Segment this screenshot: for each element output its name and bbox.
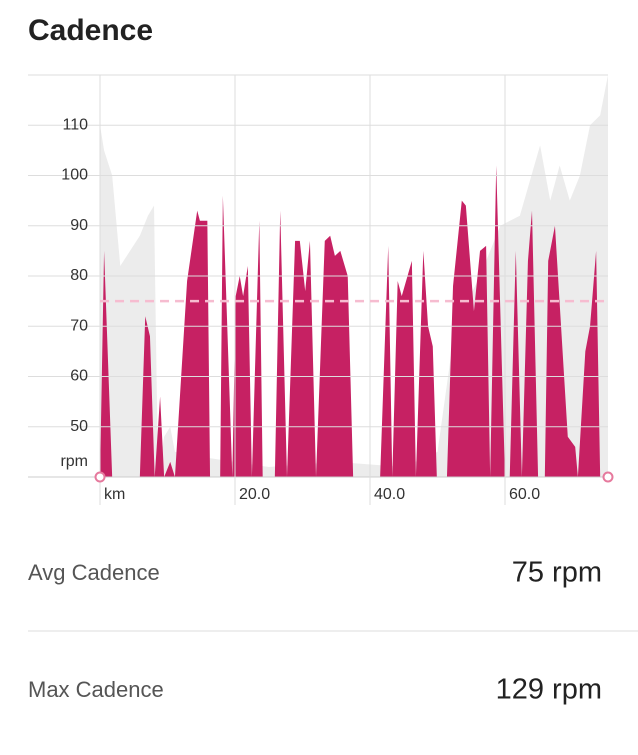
y-unit: rpm bbox=[60, 453, 88, 470]
stat-value: 75 rpm bbox=[512, 557, 602, 589]
y-tick-label: 70 bbox=[70, 317, 88, 334]
y-tick-label: 60 bbox=[70, 368, 88, 385]
x-tick-label: km bbox=[104, 486, 125, 503]
range-handle bbox=[602, 471, 614, 483]
range-handle bbox=[94, 471, 106, 483]
y-tick-label: 90 bbox=[70, 217, 88, 234]
area bbox=[100, 165, 601, 477]
y-tick-label: 80 bbox=[70, 267, 88, 284]
y-tick-label: 100 bbox=[61, 167, 88, 184]
y-tick-label: 110 bbox=[62, 116, 88, 133]
stat-value: 129 rpm bbox=[496, 674, 602, 706]
x-tick-label: 20.0 bbox=[239, 486, 270, 503]
x-tick-label: 60.0 bbox=[509, 486, 540, 503]
y-tick-label: 50 bbox=[70, 418, 88, 435]
x-tick-label: 40.0 bbox=[374, 486, 405, 503]
stat-label: Max Cadence bbox=[28, 677, 164, 702]
title: Cadence bbox=[28, 14, 153, 47]
stat-label: Avg Cadence bbox=[28, 560, 160, 585]
